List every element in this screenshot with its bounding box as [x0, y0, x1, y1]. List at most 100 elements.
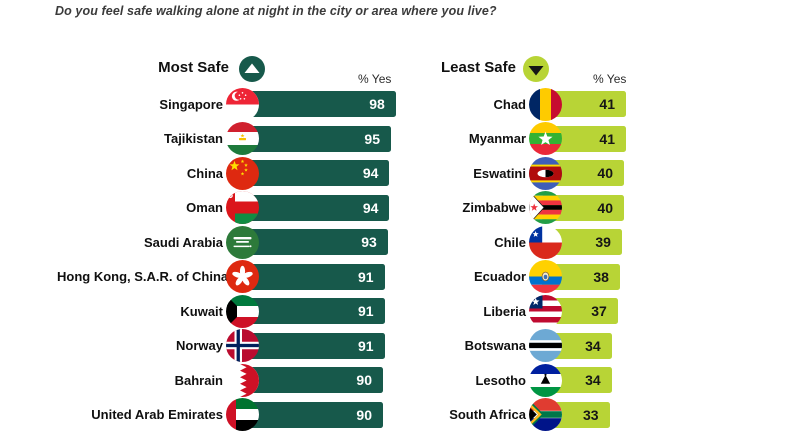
bar-row: Singapore 98 [57, 87, 403, 122]
country-label: Eswatini [473, 165, 526, 181]
hong-kong-flag-icon [226, 260, 259, 294]
bar-value: 91 [358, 303, 374, 320]
bar-row: Botswana 34 [430, 329, 692, 364]
eswatini-flag-icon [529, 156, 562, 190]
bar-track: 41 [529, 122, 692, 157]
bar-value: 41 [599, 96, 615, 113]
bar-value: 40 [597, 165, 613, 182]
down-triangle-icon [523, 56, 549, 82]
bar: 91 [239, 298, 385, 325]
bar-value: 38 [593, 268, 609, 285]
south-africa-flag-icon [529, 398, 562, 432]
ecuador-flag-icon [529, 260, 562, 294]
bar-value: 91 [358, 337, 374, 354]
tajikistan-flag-icon [226, 122, 259, 156]
bar-track: 90 [226, 398, 403, 433]
bar-value: 94 [362, 165, 379, 182]
bar-value: 33 [583, 406, 599, 423]
country-label: China [186, 165, 223, 181]
myanmar-flag-icon [529, 122, 562, 156]
bahrain-flag-icon [226, 363, 259, 397]
bar: 90 [239, 367, 383, 394]
bar-value: 90 [356, 406, 372, 423]
country-label: Kuwait [180, 303, 223, 319]
bar-row: Chile 39 [430, 225, 692, 260]
bar-track: 40 [529, 191, 692, 226]
liberia-flag-icon [529, 294, 562, 328]
bar-track: 39 [529, 225, 692, 260]
bar-row: Liberia 37 [430, 294, 692, 329]
zimbabwe-flag-icon [529, 191, 562, 225]
bar-value: 34 [585, 337, 601, 354]
bar-row: Bahrain 90 [57, 363, 403, 398]
bar-track: 34 [529, 363, 692, 398]
bar-track: 91 [226, 294, 403, 329]
country-label: Singapore [159, 96, 223, 112]
bar-row: Lesotho 34 [430, 363, 692, 398]
country-label: Tajikistan [163, 131, 223, 147]
china-flag-icon [226, 156, 259, 190]
country-label: Liberia [483, 303, 526, 319]
country-label: Zimbabwe [462, 200, 526, 216]
botswana-flag-icon [529, 329, 562, 363]
bar-track: 94 [226, 156, 403, 191]
bar-value: 93 [361, 234, 377, 251]
most-safe-heading: Most Safe [158, 59, 229, 76]
bar-row: Saudi Arabia 93 [57, 225, 403, 260]
bar-value: 40 [597, 199, 613, 216]
bar-value: 95 [364, 130, 380, 147]
bar-track: 91 [226, 329, 403, 364]
bar: 95 [239, 125, 391, 152]
bar-track: 41 [529, 87, 692, 122]
bar: 94 [239, 160, 390, 187]
chile-flag-icon [529, 225, 562, 259]
saudi-arabia-flag-icon [226, 225, 259, 259]
least-safe-column: Least Safe % Yes Chad 41 Myanmar 41 Eswatini… [430, 56, 692, 432]
bar-row: Kuwait 91 [57, 294, 403, 329]
singapore-flag-icon [226, 87, 259, 121]
bar-row: Oman 94 [57, 191, 403, 226]
bar-track: 98 [226, 87, 403, 122]
country-label: United Arab Emirates [91, 407, 223, 423]
chart-title: Do you feel safe walking alone at night … [55, 4, 497, 18]
bar-row: Eswatini 40 [430, 156, 692, 191]
bar-row: United Arab Emirates 90 [57, 398, 403, 433]
bar: 93 [239, 229, 388, 256]
bar-track: 93 [226, 225, 403, 260]
up-triangle-icon [239, 56, 265, 82]
country-label: Hong Kong, S.A.R. of China [57, 269, 229, 285]
bar-track: 91 [226, 260, 403, 295]
country-label: Ecuador [473, 269, 526, 285]
bar-row: Norway 91 [57, 329, 403, 364]
bar-track: 34 [529, 329, 692, 364]
bar-value: 91 [358, 268, 374, 285]
country-label: Lesotho [475, 372, 526, 388]
bar-value: 39 [595, 234, 611, 251]
most-safe-header: Most Safe % Yes [57, 56, 403, 86]
bar-row: Hong Kong, S.A.R. of China 91 [57, 260, 403, 295]
bar-value: 34 [585, 372, 601, 389]
chad-flag-icon [529, 87, 562, 121]
bar-value: 90 [356, 372, 372, 389]
bar-track: 33 [529, 398, 692, 433]
bar-track: 95 [226, 122, 403, 157]
country-label: Saudi Arabia [144, 234, 223, 250]
country-label: Chile [494, 234, 526, 250]
lesotho-flag-icon [529, 363, 562, 397]
bar-value: 98 [369, 96, 385, 113]
country-label: Botswana [464, 338, 526, 354]
oman-flag-icon [226, 191, 259, 225]
bar-row: Zimbabwe 40 [430, 191, 692, 226]
least-safe-heading: Least Safe [440, 59, 516, 76]
bar: 98 [239, 91, 396, 118]
bar: 94 [239, 194, 390, 221]
bar: 91 [239, 332, 385, 359]
most-safe-pct-yes-label: % Yes [358, 72, 392, 86]
country-label: South Africa [449, 407, 526, 423]
bar-track: 90 [226, 363, 403, 398]
bar-row: China 94 [57, 156, 403, 191]
bar-value: 41 [599, 130, 615, 147]
country-label: Oman [186, 200, 223, 216]
bar-row: Myanmar 41 [430, 122, 692, 157]
